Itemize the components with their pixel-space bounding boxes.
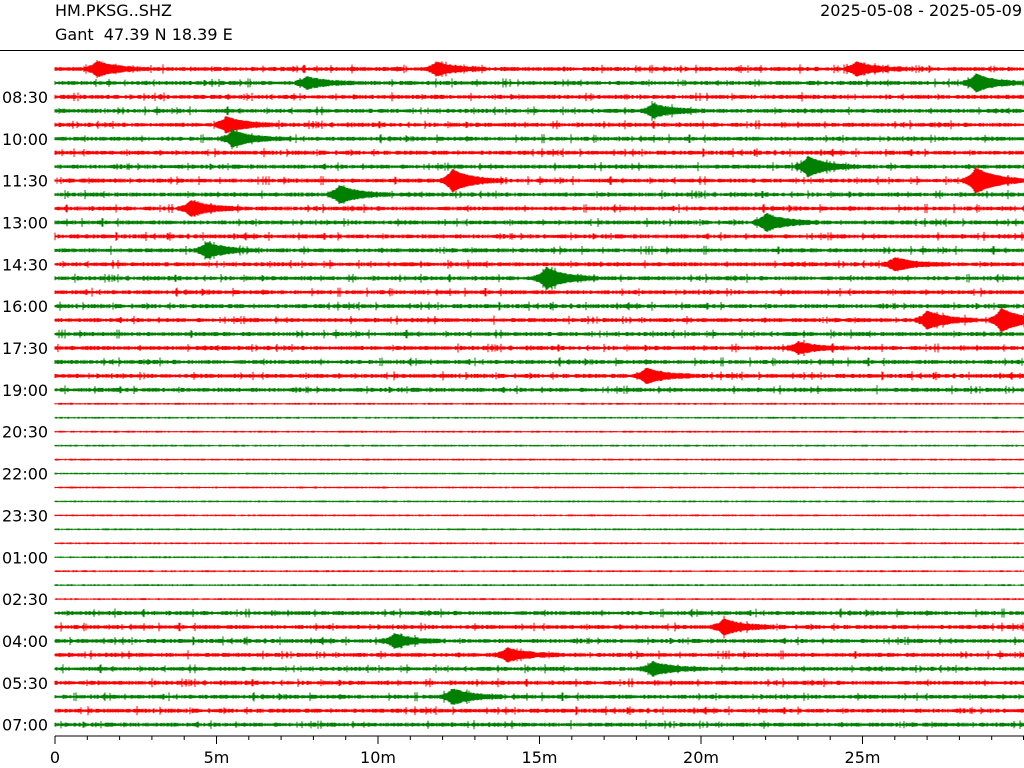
y-tick-label: 10:00 <box>2 130 48 149</box>
trace-row-19 <box>54 329 1024 339</box>
station-code: HM.PKSG..SHZ <box>55 1 172 20</box>
trace-row-17 <box>54 301 1024 311</box>
trace-row-22 <box>54 367 1024 384</box>
header-divider <box>0 50 1024 51</box>
trace-group <box>54 60 1024 730</box>
trace-row-39 <box>54 608 1024 618</box>
y-tick-label: 23:30 <box>2 506 48 525</box>
y-tick-label: 16:00 <box>2 297 48 316</box>
trace-row-18 <box>54 307 1024 333</box>
trace-row-28 <box>54 458 1024 461</box>
trace-row-37 <box>54 584 1024 587</box>
trace-row-2 <box>54 92 1024 102</box>
trace-row-27 <box>54 444 1024 447</box>
trace-row-7 <box>54 155 1024 178</box>
x-tick-label: 5m <box>204 748 230 767</box>
trace-row-44 <box>54 678 1024 688</box>
y-tick-label: 08:30 <box>2 88 48 107</box>
trace-row-11 <box>54 213 1024 232</box>
y-tick-label: 19:00 <box>2 381 48 400</box>
trace-row-10 <box>54 200 1024 217</box>
trace-row-36 <box>54 570 1024 573</box>
trace-row-4 <box>54 116 1024 134</box>
trace-row-3 <box>54 101 1024 121</box>
trace-row-8 <box>54 166 1024 196</box>
trace-row-6 <box>54 148 1024 158</box>
y-tick-label: 02:30 <box>2 590 48 609</box>
date-range: 2025-05-08 - 2025-05-09 <box>820 1 1022 20</box>
trace-row-47 <box>54 720 1024 730</box>
y-tick-label: 05:30 <box>2 674 48 693</box>
trace-row-32 <box>54 514 1024 517</box>
trace-row-31 <box>54 500 1024 503</box>
x-tick-label: 15m <box>522 748 558 767</box>
trace-row-12 <box>54 231 1024 241</box>
trace-row-30 <box>54 486 1024 489</box>
trace-row-14 <box>54 257 1024 272</box>
trace-row-9 <box>54 185 1024 204</box>
trace-row-13 <box>54 241 1024 260</box>
trace-row-42 <box>54 647 1024 663</box>
y-tick-label: 07:00 <box>2 716 48 735</box>
trace-row-43 <box>54 661 1024 677</box>
trace-row-0 <box>54 60 1024 78</box>
x-axis: 0 5m 10m 15m 20m 25m <box>50 735 1024 767</box>
trace-row-21 <box>54 357 1024 367</box>
x-tick-label: 25m <box>845 748 881 767</box>
y-axis: 08:30 10:00 11:30 13:00 14:30 16:00 17:30 19:00… <box>2 88 48 735</box>
trace-row-40 <box>54 615 1024 639</box>
trace-row-5 <box>54 128 1024 150</box>
trace-row-15 <box>54 266 1024 290</box>
y-tick-label: 13:00 <box>2 213 48 232</box>
trace-row-20 <box>54 339 1024 357</box>
y-tick-label: 11:30 <box>2 172 48 191</box>
trace-row-29 <box>54 472 1024 475</box>
y-tick-label: 04:00 <box>2 632 48 651</box>
trace-row-33 <box>54 528 1024 531</box>
trace-row-41 <box>54 633 1024 649</box>
station-location: Gant 47.39 N 18.39 E <box>55 25 233 44</box>
trace-row-38 <box>54 598 1024 601</box>
x-tick-label: 20m <box>683 748 719 767</box>
y-tick-label: 01:00 <box>2 548 48 567</box>
trace-row-26 <box>54 430 1024 433</box>
trace-row-1 <box>54 73 1024 93</box>
trace-row-25 <box>54 416 1024 419</box>
trace-row-24 <box>54 402 1024 405</box>
trace-row-46 <box>54 706 1024 716</box>
trace-row-35 <box>54 556 1024 559</box>
y-tick-label: 14:30 <box>2 255 48 274</box>
x-tick-label: 0 <box>50 748 60 767</box>
trace-row-45 <box>54 688 1024 705</box>
trace-row-34 <box>54 542 1024 545</box>
y-tick-label: 20:30 <box>2 423 48 442</box>
trace-row-23 <box>54 385 1024 395</box>
y-tick-label: 17:30 <box>2 339 48 358</box>
trace-row-16 <box>54 287 1024 297</box>
x-tick-label: 10m <box>360 748 396 767</box>
y-tick-label: 22:00 <box>2 465 48 484</box>
